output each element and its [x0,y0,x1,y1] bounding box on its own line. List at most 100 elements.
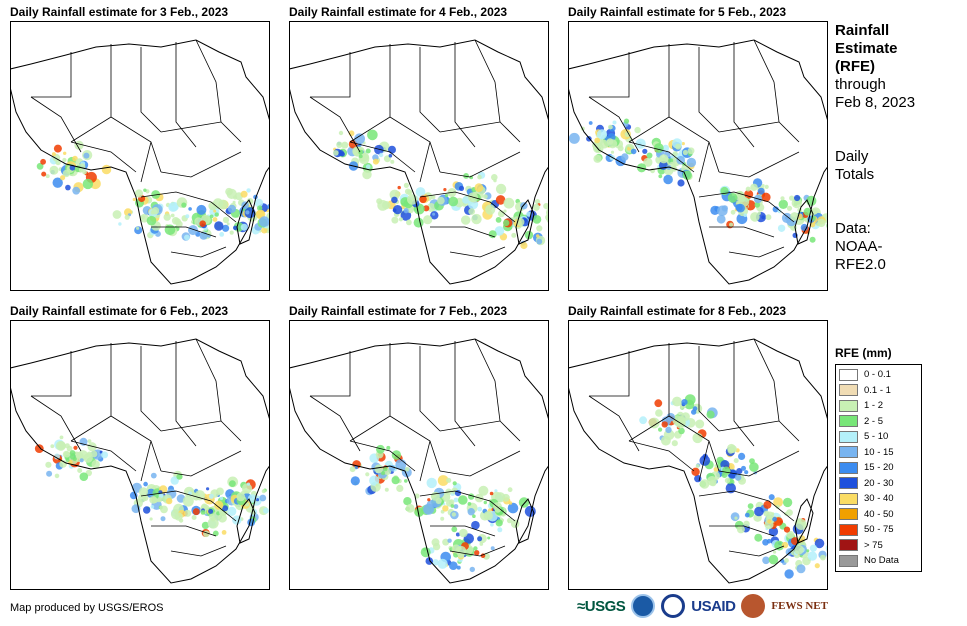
rainfall-cell [405,503,415,513]
country-border [151,525,217,537]
rainfall-cell [219,496,224,500]
rainfall-cell [358,154,363,159]
legend-swatch [839,430,858,443]
rainfall-cell [733,458,739,464]
rainfall-cell [765,214,772,221]
rainfall-cell [594,137,601,144]
rainfall-cell [744,512,750,518]
through-date: Feb 8, 2023 [835,94,916,111]
rainfall-cell [471,520,480,530]
rainfall-cell [245,502,249,507]
rainfall-cell [490,522,494,527]
rainfall-cell [794,544,804,555]
legend-swatch [839,554,858,567]
legend-title: RFE (mm) [835,346,892,360]
rainfall-cell [672,151,678,157]
rainfall-cell [757,187,765,195]
rainfall-cell [727,192,738,203]
rainfall-cell [257,205,263,211]
agency-logos: ≈USGS USAID FEWS NET [577,594,828,618]
rainfall-cell [442,505,449,512]
rainfall-cell [764,184,769,189]
rainfall-cell [642,148,648,154]
map-info-sidebar: Rainfall Estimate (RFE) through Feb 8, 2… [835,22,963,274]
rainfall-cell [240,190,248,198]
rainfall-cell [706,410,715,419]
country-border [70,440,137,472]
rainfall-cell [49,165,59,175]
rainfall-cell [459,528,468,538]
country-border [454,42,476,148]
rainfall-cell [143,481,148,487]
country-border [419,490,516,522]
rainfall-cell [206,487,210,491]
rainfall-cell [494,489,498,493]
rainfall-cell [713,466,719,472]
rainfall-cell [437,558,448,569]
country-border [175,341,197,447]
rainfall-cell [741,465,746,471]
country-border [449,246,506,258]
country-border [733,42,755,148]
country-border [30,395,82,452]
rainfall-cell [263,507,269,514]
country-border [709,226,775,238]
country-border [718,450,800,477]
rainfall-cell [50,444,55,449]
legend-item: 30 - 40 [839,491,918,507]
rainfall-cell [201,521,210,530]
rainfall-cell [349,466,356,473]
map-credit: Map produced by USGS/EROS [10,602,164,614]
rainfall-cell [488,230,497,239]
rainfall-cell [367,129,378,141]
rainfall-cell [635,138,646,149]
rainfall-cell [69,450,76,456]
rainfall-cell [241,483,253,494]
rainfall-cell [794,194,801,202]
rainfall-cell [233,225,238,231]
rainfall-cell [754,202,761,208]
rainfall-cell [754,533,763,542]
rainfall-cell [377,200,389,211]
rainfall-cell [699,479,710,489]
country-border [110,415,162,472]
rainfall-cell [450,504,455,508]
rainfall-cell [149,517,153,521]
rainfall-cell [83,152,90,159]
rfe-title-line3: (RFE) [835,58,875,75]
rainfall-cell [628,144,633,148]
rainfall-cell [462,196,470,204]
rainfall-cell [750,183,758,191]
rainfall-cell [534,199,541,205]
country-border [140,346,162,432]
rainfall-cell [87,442,97,452]
africa-map [290,39,548,285]
country-border [419,141,431,183]
rainfall-cell [699,455,711,466]
country-border [140,191,237,223]
africa-coastline [569,338,827,584]
rainfall-cell [432,559,439,566]
rainfall-cell [775,504,780,509]
country-border [628,440,695,472]
legend-item: 10 - 15 [839,445,918,461]
rainfall-cell [494,226,505,236]
country-border [70,44,112,143]
rainfall-cell [781,541,789,549]
rainfall-cell [391,476,400,485]
rainfall-cell [59,435,64,440]
rainfall-cell [694,474,702,483]
rainfall-cell [134,189,144,198]
rainfall-cell [150,505,155,509]
legend-box: 0 - 0.1 0.1 - 1 1 - 2 2 - 5 5 - 10 10 - 15 15 … [835,364,922,572]
legend-swatch [839,399,858,412]
fews-net-logo: FEWS NET [771,600,828,612]
rainfall-cell [170,476,179,485]
country-border [728,246,785,258]
rainfall-cell [360,157,365,161]
country-border [698,490,795,522]
rainfall-cell [34,444,44,453]
rainfall-field [569,118,827,243]
legend-item: No Data [839,553,918,569]
rainfall-cell [494,506,502,513]
